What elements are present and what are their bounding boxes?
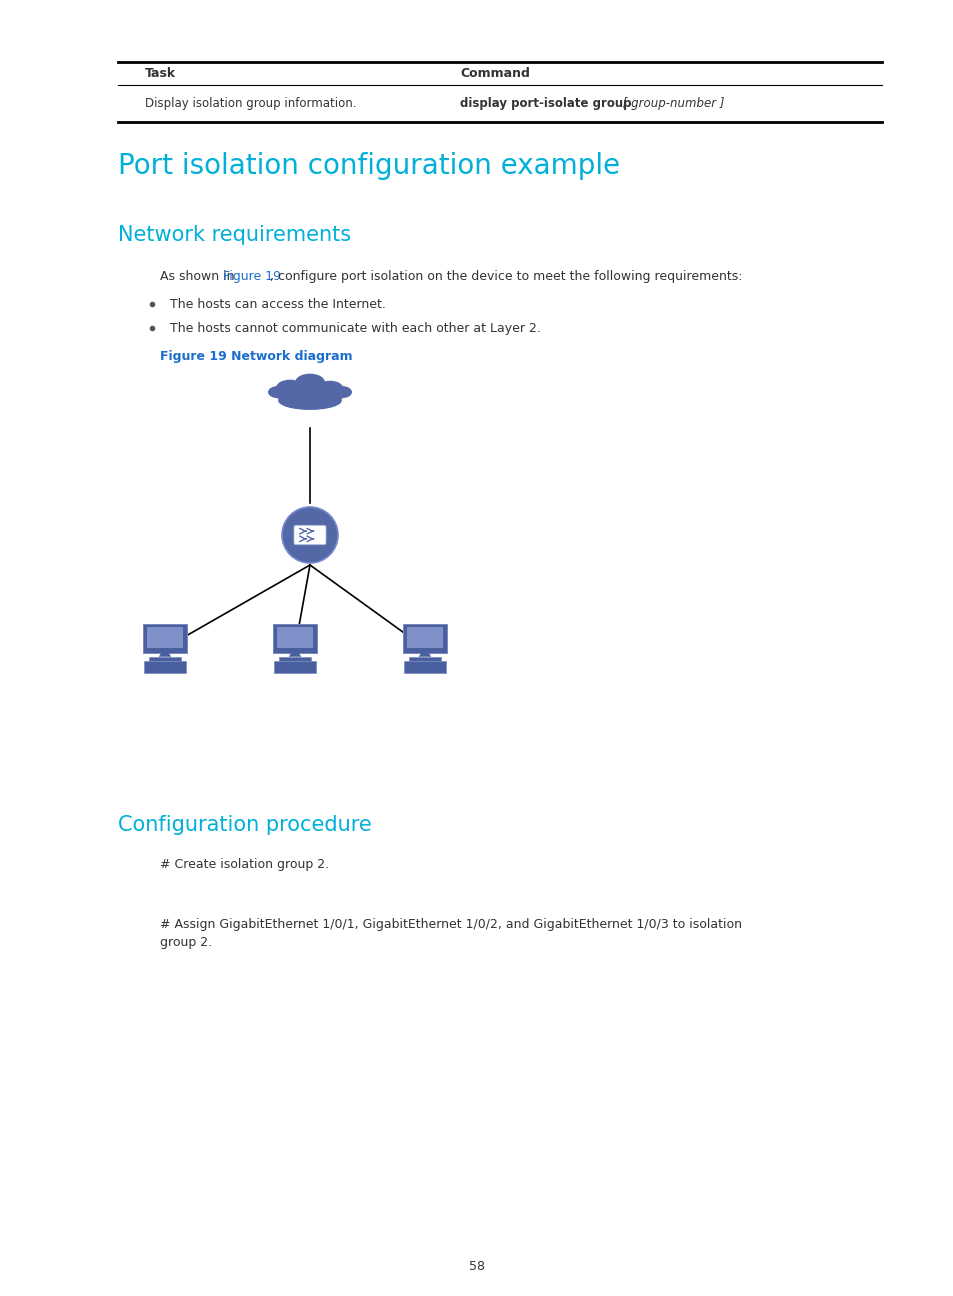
Ellipse shape — [294, 373, 325, 391]
Ellipse shape — [275, 380, 304, 397]
Polygon shape — [418, 653, 431, 657]
FancyBboxPatch shape — [409, 657, 440, 661]
FancyBboxPatch shape — [277, 627, 313, 648]
Text: # Create isolation group 2.: # Create isolation group 2. — [160, 858, 329, 871]
FancyBboxPatch shape — [294, 525, 326, 544]
Ellipse shape — [268, 386, 288, 398]
Text: The hosts can access the Internet.: The hosts can access the Internet. — [170, 298, 385, 311]
FancyBboxPatch shape — [147, 627, 182, 648]
Ellipse shape — [316, 381, 343, 395]
Text: Task: Task — [145, 67, 176, 80]
FancyBboxPatch shape — [274, 661, 316, 673]
Text: 58: 58 — [469, 1260, 484, 1273]
Text: As shown in: As shown in — [160, 270, 238, 283]
FancyBboxPatch shape — [150, 657, 180, 661]
FancyBboxPatch shape — [403, 661, 446, 673]
Text: Configuration procedure: Configuration procedure — [118, 815, 372, 835]
FancyBboxPatch shape — [273, 623, 316, 653]
FancyBboxPatch shape — [279, 657, 311, 661]
FancyBboxPatch shape — [144, 661, 186, 673]
Circle shape — [282, 507, 337, 562]
Text: [ group-number ]: [ group-number ] — [618, 97, 724, 110]
FancyBboxPatch shape — [407, 627, 442, 648]
Text: The hosts cannot communicate with each other at Layer 2.: The hosts cannot communicate with each o… — [170, 321, 540, 334]
FancyBboxPatch shape — [143, 623, 187, 653]
Polygon shape — [158, 653, 171, 657]
Text: Figure 19 Network diagram: Figure 19 Network diagram — [160, 350, 353, 363]
FancyBboxPatch shape — [402, 623, 447, 653]
Text: Figure 19: Figure 19 — [222, 270, 280, 283]
Ellipse shape — [278, 391, 341, 410]
Text: Command: Command — [459, 67, 529, 80]
Text: , configure port isolation on the device to meet the following requirements:: , configure port isolation on the device… — [270, 270, 741, 283]
Polygon shape — [289, 653, 301, 657]
Text: # Assign GigabitEthernet 1/0/1, GigabitEthernet 1/0/2, and GigabitEthernet 1/0/3: # Assign GigabitEthernet 1/0/1, GigabitE… — [160, 918, 741, 931]
Text: Port isolation configuration example: Port isolation configuration example — [118, 152, 619, 180]
Text: display port-isolate group: display port-isolate group — [459, 97, 631, 110]
Text: group 2.: group 2. — [160, 936, 212, 949]
Ellipse shape — [276, 381, 343, 408]
Text: Display isolation group information.: Display isolation group information. — [145, 97, 356, 110]
Ellipse shape — [332, 386, 352, 398]
Text: Network requirements: Network requirements — [118, 226, 351, 245]
